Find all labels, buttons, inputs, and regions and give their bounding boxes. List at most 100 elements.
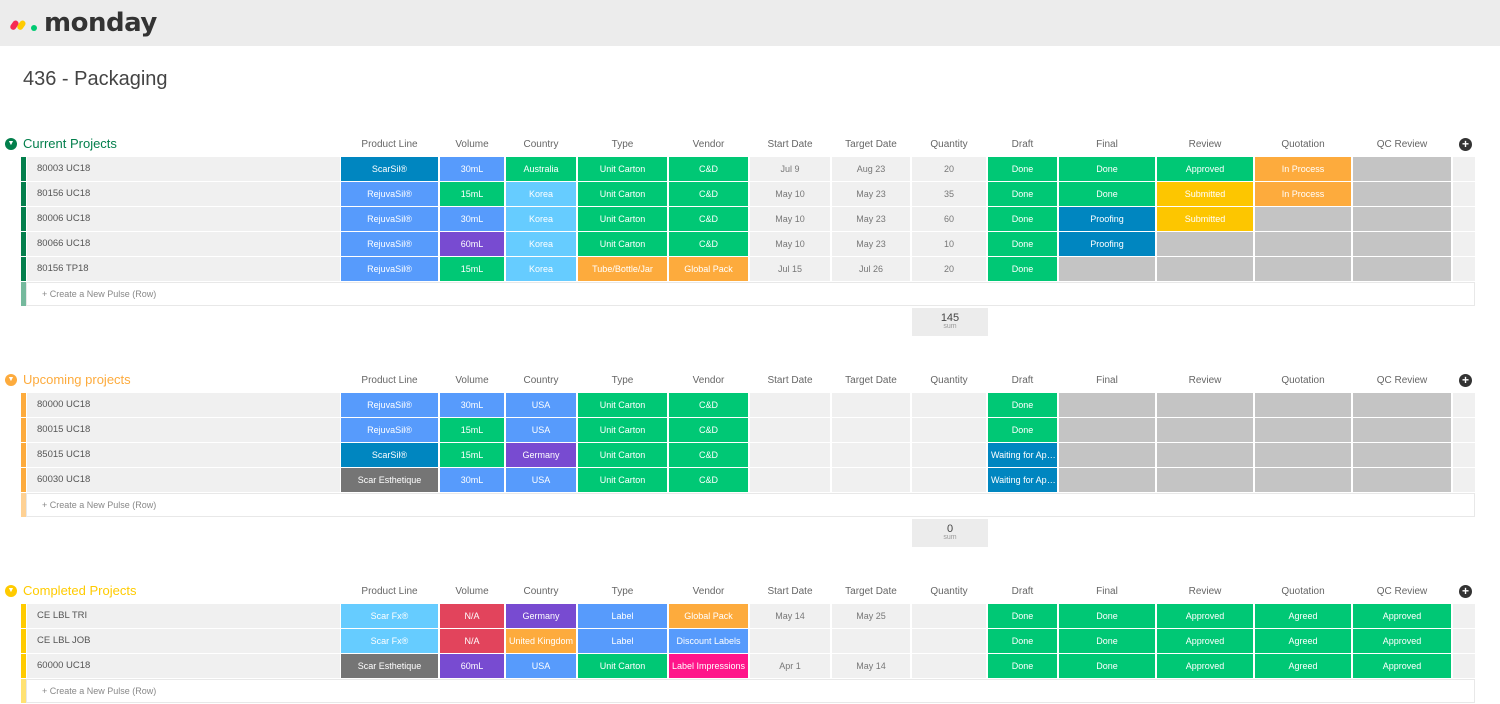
column-header-target[interactable]: Target Date — [845, 375, 897, 386]
table-row[interactable]: 80000 UC18 RejuvaSil® 30mL USA Unit Carton C&… — [0, 393, 1500, 418]
cell-qc[interactable] — [1353, 418, 1451, 442]
cell-qty[interactable]: 20 — [912, 257, 986, 281]
cell-qc[interactable]: Approved — [1353, 654, 1451, 678]
cell-qty[interactable]: 60 — [912, 207, 986, 231]
cell-target[interactable]: May 14 — [832, 654, 910, 678]
column-header-country[interactable]: Country — [523, 139, 559, 150]
cell-start[interactable]: Apr 1 — [750, 654, 830, 678]
cell-type[interactable]: Unit Carton — [578, 468, 667, 492]
cell-volume[interactable]: 15mL — [440, 257, 504, 281]
table-row[interactable]: 80156 UC18 RejuvaSil® 15mL Korea Unit Carton… — [0, 182, 1500, 207]
cell-start[interactable] — [750, 393, 830, 417]
cell-country[interactable]: USA — [506, 393, 576, 417]
cell-vendor[interactable]: C&D — [669, 182, 748, 206]
row-name[interactable]: 80066 UC18 — [27, 232, 340, 256]
cell-draft[interactable]: Done — [988, 604, 1057, 628]
cell-volume[interactable]: N/A — [440, 629, 504, 653]
column-header-review[interactable]: Review — [1188, 586, 1222, 597]
cell-target[interactable]: May 23 — [832, 182, 910, 206]
cell-volume[interactable]: 30mL — [440, 207, 504, 231]
cell-product[interactable]: RejuvaSil® — [341, 232, 438, 256]
cell-type[interactable]: Unit Carton — [578, 418, 667, 442]
table-row[interactable]: 80156 TP18 RejuvaSil® 15mL Korea Tube/Bottle… — [0, 257, 1500, 282]
cell-final[interactable]: Done — [1059, 182, 1155, 206]
cell-target[interactable] — [832, 629, 910, 653]
cell-product[interactable]: Scar Esthetique — [341, 654, 438, 678]
cell-review[interactable] — [1157, 232, 1253, 256]
cell-country[interactable]: Korea — [506, 207, 576, 231]
cell-quotation[interactable]: Agreed — [1255, 654, 1351, 678]
cell-type[interactable]: Label — [578, 604, 667, 628]
cell-product[interactable]: ScarSil® — [341, 443, 438, 467]
create-pulse-input[interactable]: + Create a New Pulse (Row) — [26, 493, 1475, 517]
cell-quotation[interactable] — [1255, 393, 1351, 417]
column-header-type[interactable]: Type — [611, 586, 634, 597]
cell-qty[interactable] — [912, 629, 986, 653]
cell-type[interactable]: Tube/Bottle/Jar — [578, 257, 667, 281]
cell-review[interactable] — [1157, 418, 1253, 442]
cell-country[interactable]: United Kingdom — [506, 629, 576, 653]
cell-volume[interactable]: 15mL — [440, 418, 504, 442]
cell-target[interactable] — [832, 468, 910, 492]
cell-type[interactable]: Unit Carton — [578, 232, 667, 256]
create-pulse-input[interactable]: + Create a New Pulse (Row) — [26, 679, 1475, 703]
column-header-country[interactable]: Country — [523, 586, 559, 597]
cell-qc[interactable]: Approved — [1353, 629, 1451, 653]
cell-draft[interactable]: Done — [988, 207, 1057, 231]
cell-qty[interactable] — [912, 604, 986, 628]
cell-qc[interactable] — [1353, 232, 1451, 256]
cell-volume[interactable]: 30mL — [440, 468, 504, 492]
cell-product[interactable]: ScarSil® — [341, 157, 438, 181]
cell-country[interactable]: Korea — [506, 257, 576, 281]
group-title[interactable]: Completed Projects — [23, 583, 137, 598]
cell-draft[interactable]: Done — [988, 182, 1057, 206]
cell-product[interactable]: RejuvaSil® — [341, 182, 438, 206]
cell-quotation[interactable] — [1255, 418, 1351, 442]
row-name[interactable]: 80156 UC18 — [27, 182, 340, 206]
table-row[interactable]: 80006 UC18 RejuvaSil® 30mL Korea Unit Carton… — [0, 207, 1500, 232]
cell-quotation[interactable]: In Process — [1255, 157, 1351, 181]
cell-target[interactable]: May 25 — [832, 604, 910, 628]
table-row[interactable]: 80015 UC18 RejuvaSil® 15mL USA Unit Carton C&… — [0, 418, 1500, 443]
cell-qty[interactable]: 10 — [912, 232, 986, 256]
column-header-qc[interactable]: QC Review — [1376, 375, 1428, 386]
column-header-qty[interactable]: Quantity — [930, 586, 968, 597]
add-column-icon[interactable]: + — [1459, 585, 1472, 598]
cell-qty[interactable] — [912, 393, 986, 417]
column-header-product[interactable]: Product Line — [361, 375, 418, 386]
cell-target[interactable]: May 23 — [832, 207, 910, 231]
collapse-toggle-icon[interactable]: ▼ — [5, 585, 17, 597]
cell-type[interactable]: Unit Carton — [578, 393, 667, 417]
row-name[interactable]: 80000 UC18 — [27, 393, 340, 417]
column-header-type[interactable]: Type — [611, 139, 634, 150]
cell-review[interactable]: Approved — [1157, 157, 1253, 181]
cell-vendor[interactable]: Global Pack — [669, 604, 748, 628]
collapse-toggle-icon[interactable]: ▼ — [5, 374, 17, 386]
create-pulse-input[interactable]: + Create a New Pulse (Row) — [26, 282, 1475, 306]
cell-review[interactable] — [1157, 393, 1253, 417]
cell-country[interactable]: USA — [506, 654, 576, 678]
column-header-start[interactable]: Start Date — [767, 375, 813, 386]
cell-final[interactable] — [1059, 443, 1155, 467]
cell-type[interactable]: Unit Carton — [578, 182, 667, 206]
column-header-review[interactable]: Review — [1188, 375, 1222, 386]
cell-target[interactable]: Jul 26 — [832, 257, 910, 281]
table-row[interactable]: 85015 UC18 ScarSil® 15mL Germany Unit Carton… — [0, 443, 1500, 468]
cell-quotation[interactable] — [1255, 468, 1351, 492]
cell-volume[interactable]: 15mL — [440, 182, 504, 206]
column-header-type[interactable]: Type — [611, 375, 634, 386]
table-row[interactable]: CE LBL JOB Scar Fx® N/A United Kingdom Label… — [0, 629, 1500, 654]
cell-start[interactable]: May 10 — [750, 207, 830, 231]
board-title[interactable]: 436 - Packaging — [23, 68, 168, 90]
cell-country[interactable]: USA — [506, 468, 576, 492]
cell-type[interactable]: Unit Carton — [578, 157, 667, 181]
cell-draft[interactable]: Waiting for App... — [988, 443, 1057, 467]
cell-vendor[interactable]: C&D — [669, 418, 748, 442]
cell-review[interactable] — [1157, 443, 1253, 467]
cell-start[interactable]: May 10 — [750, 232, 830, 256]
cell-volume[interactable]: 30mL — [440, 157, 504, 181]
cell-volume[interactable]: 15mL — [440, 443, 504, 467]
group-title[interactable]: Current Projects — [23, 136, 117, 151]
column-header-draft[interactable]: Draft — [1011, 375, 1034, 386]
cell-qc[interactable] — [1353, 468, 1451, 492]
